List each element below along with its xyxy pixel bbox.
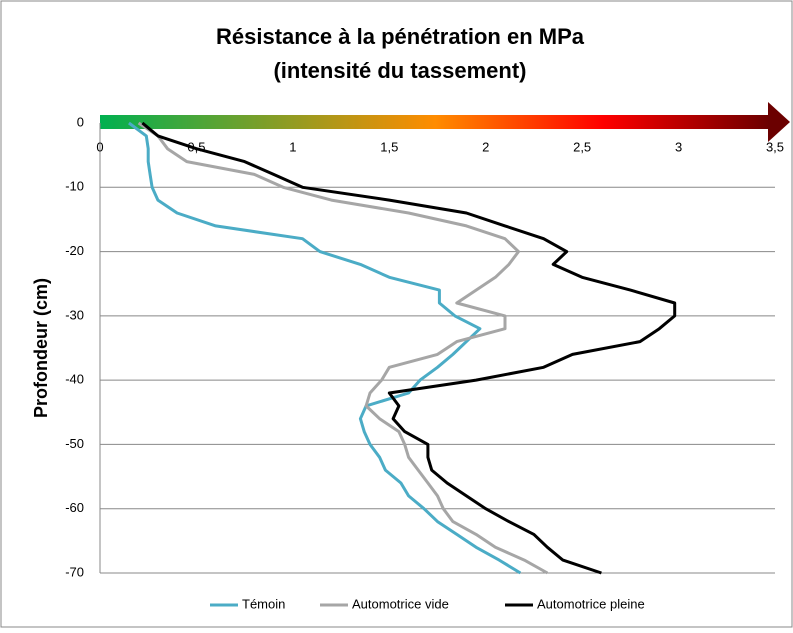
chart-title: (intensité du tassement) [273,58,526,83]
y-tick-label: -20 [65,243,84,258]
series-line [128,121,522,575]
legend-label: Automotrice pleine [537,596,645,611]
x-tick-label: 1,5 [380,139,398,154]
y-axis-label: Profondeur (cm) [31,278,51,418]
legend-label: Automotrice vide [352,596,449,611]
legend-label: Témoin [242,596,285,611]
x-tick-label: 0 [96,139,103,154]
y-tick-label: 0 [77,114,84,129]
x-tick-label: 3 [675,139,682,154]
y-tick-label: -60 [65,500,84,515]
y-tick-label: -10 [65,179,84,194]
x-tick-label: 3,5 [766,139,784,154]
gradient-arrow [100,115,770,129]
chart-title: Résistance à la pénétration en MPa [216,24,585,49]
x-tick-label: 2,5 [573,139,591,154]
y-tick-label: -70 [65,564,84,579]
series-line [141,121,677,575]
x-tick-label: 2 [482,139,489,154]
x-tick-label: 1 [289,139,296,154]
series-line [137,121,549,575]
y-tick-label: -30 [65,307,84,322]
y-tick-label: -40 [65,372,84,387]
y-tick-label: -50 [65,436,84,451]
arrow-head [768,102,790,142]
